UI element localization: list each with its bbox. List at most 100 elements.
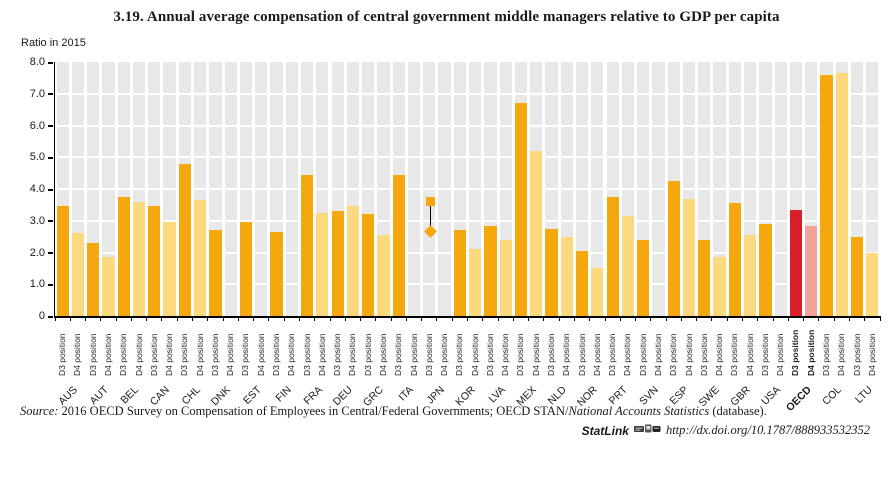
gridline-y-2 xyxy=(55,251,880,254)
slot-label-est-d3: D3 position xyxy=(240,333,251,376)
x-tick xyxy=(482,317,484,321)
x-tick xyxy=(161,317,163,321)
slot-label-dnk-d4: D4 position xyxy=(225,333,236,376)
bar-col-d4 xyxy=(835,73,848,316)
y-tick-1.0 xyxy=(48,283,53,286)
x-tick xyxy=(115,317,117,321)
bar-gbr-d3 xyxy=(728,203,741,316)
bar-can-d3 xyxy=(148,206,161,316)
x-tick xyxy=(268,317,270,321)
bar-mex-d3 xyxy=(514,103,528,316)
statlink-label: StatLink xyxy=(581,423,629,438)
slot-label-chl-d4: D4 position xyxy=(194,333,205,376)
y-tick-0 xyxy=(48,315,53,318)
bar-aus-d3 xyxy=(56,206,69,316)
slot-label-mex-d3: D3 position xyxy=(515,333,526,376)
bar-dnk-d3 xyxy=(209,230,222,316)
source-tail: (database). xyxy=(709,404,767,418)
statlink-icon xyxy=(633,423,661,438)
gridline-y-3 xyxy=(55,219,880,222)
slot-label-est-d4: D4 position xyxy=(255,333,266,376)
slot-label-col-d3: D3 position xyxy=(821,333,832,376)
bar-esp-d3 xyxy=(667,181,680,316)
x-tick xyxy=(451,317,453,321)
source-label: Source: xyxy=(20,404,59,418)
bar-swe-d3 xyxy=(698,239,711,316)
bar-chl-d4 xyxy=(194,200,207,316)
x-tick xyxy=(573,317,575,321)
slot-label-deu-d3: D3 position xyxy=(332,333,343,376)
x-tick xyxy=(726,317,728,321)
bar-esp-d4 xyxy=(682,198,696,316)
x-tick xyxy=(711,317,713,321)
bar-deu-d4 xyxy=(346,206,360,316)
bar-nld-d4 xyxy=(560,236,573,316)
slot-label-aut-d3: D3 position xyxy=(87,333,98,376)
slot-label-prt-d3: D3 position xyxy=(607,333,618,376)
x-tick xyxy=(253,317,255,321)
slot-label-lva-d3: D3 position xyxy=(484,333,495,376)
gridline-y-1 xyxy=(55,283,880,286)
x-tick xyxy=(176,317,178,321)
y-axis-line xyxy=(53,62,56,318)
x-tick xyxy=(436,317,438,321)
slot-label-can-d3: D3 position xyxy=(148,333,159,376)
slot-label-gbr-d3: D3 position xyxy=(729,333,740,376)
x-tick xyxy=(207,317,209,321)
slot-label-svn-d3: D3 position xyxy=(637,333,648,376)
slot-label-ita-d3: D3 position xyxy=(393,333,404,376)
x-tick xyxy=(100,317,102,321)
bar-nld-d3 xyxy=(545,228,558,316)
slot-label-chl-d3: D3 position xyxy=(179,333,190,376)
x-tick xyxy=(742,317,743,321)
bar-grc-d4 xyxy=(377,235,390,316)
y-tick-2.0 xyxy=(48,252,53,254)
x-tick xyxy=(390,317,392,321)
x-tick xyxy=(54,317,56,321)
bar-grc-d3 xyxy=(362,214,375,316)
gridline-y-6 xyxy=(55,124,880,127)
slot-label-usa-d3: D3 position xyxy=(759,333,770,376)
x-tick xyxy=(619,317,621,321)
y-tick-label-3.0: 3.0 xyxy=(29,214,45,227)
slot-label-swe-d4: D4 position xyxy=(714,333,725,376)
slot-label-svn-d4: D4 position xyxy=(652,333,663,376)
x-tick xyxy=(375,317,377,321)
y-axis-unit-label: Ratio in 2015 xyxy=(21,37,86,49)
slot-label-dnk-d3: D3 position xyxy=(209,333,220,376)
y-tick-label-4.0: 4.0 xyxy=(29,183,45,195)
bar-fra-d3 xyxy=(300,174,314,316)
x-tick xyxy=(130,317,132,321)
x-axis-line xyxy=(53,316,881,318)
slot-label-fra-d4: D4 position xyxy=(316,333,327,376)
x-tick xyxy=(528,317,530,321)
x-tick xyxy=(787,317,789,321)
x-tick xyxy=(772,317,774,321)
x-tick xyxy=(222,317,224,321)
bar-aut-d3 xyxy=(87,242,100,316)
bar-deu-d3 xyxy=(331,211,344,316)
x-tick xyxy=(405,317,407,321)
slot-label-nor-d3: D3 position xyxy=(576,333,587,376)
bar-nor-d4 xyxy=(591,268,604,316)
x-tick xyxy=(604,317,606,321)
bar-chl-d3 xyxy=(178,163,191,316)
slot-label-mex-d4: D4 position xyxy=(530,333,541,376)
bar-ltu-d3 xyxy=(850,236,864,316)
bar-est-d3 xyxy=(239,222,253,316)
slot-label-ita-d4: D4 position xyxy=(408,333,419,376)
slot-label-esp-d3: D3 position xyxy=(668,333,679,376)
bar-oecd-d4 xyxy=(805,225,818,316)
bar-ltu-d4 xyxy=(866,252,879,316)
slot-label-deu-d4: D4 position xyxy=(347,333,358,376)
x-tick xyxy=(192,317,193,321)
x-tick xyxy=(298,317,300,321)
y-tick-6.0 xyxy=(48,125,53,127)
bar-oecd-d3 xyxy=(789,209,803,316)
x-tick xyxy=(818,317,820,321)
slot-label-bel-d4: D4 position xyxy=(133,333,144,376)
bar-aut-d4 xyxy=(102,257,115,316)
statlink-url[interactable]: http://dx.doi.org/10.1787/888933532352 xyxy=(665,423,870,437)
bar-usa-d3 xyxy=(759,223,772,316)
